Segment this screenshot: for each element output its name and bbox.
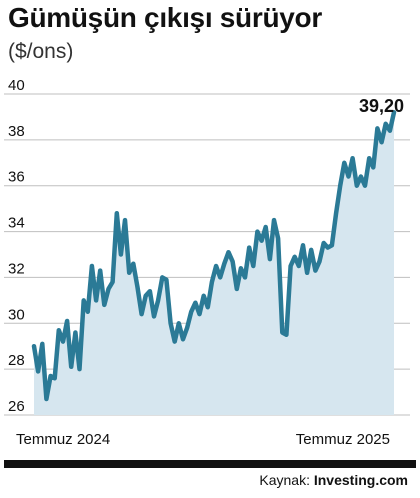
y-tick-label-34: 34 [8, 215, 25, 232]
y-tick-label-26: 26 [8, 398, 25, 415]
last-value-label: 39,20 [359, 96, 404, 116]
source-brand: Investing.com [313, 472, 408, 488]
x-axis-ticks: Temmuz 2024 Temmuz 2025 [16, 431, 390, 448]
y-tick-label-40: 40 [8, 77, 25, 94]
y-tick-label-28: 28 [8, 352, 25, 369]
price-line [31, 110, 397, 402]
x-tick-label-1: Temmuz 2025 [296, 431, 390, 448]
source-label: Kaynak: [259, 472, 310, 488]
x-tick-label-0: Temmuz 2024 [16, 431, 110, 448]
price-area-fill [34, 112, 394, 416]
y-tick-label-38: 38 [8, 123, 25, 140]
y-tick-label-36: 36 [8, 169, 25, 186]
chart-title: Gümüşün çıkışı sürüyor [8, 2, 322, 33]
y-axis-ticks: 26 28 30 32 34 36 38 40 [8, 77, 25, 415]
y-tick-label-32: 32 [8, 260, 25, 277]
y-tick-label-30: 30 [8, 306, 25, 323]
footer-divider [4, 460, 416, 468]
source-credit: Kaynak: Investing.com [259, 472, 408, 488]
chart-unit-label: ($/ons) [8, 40, 74, 63]
